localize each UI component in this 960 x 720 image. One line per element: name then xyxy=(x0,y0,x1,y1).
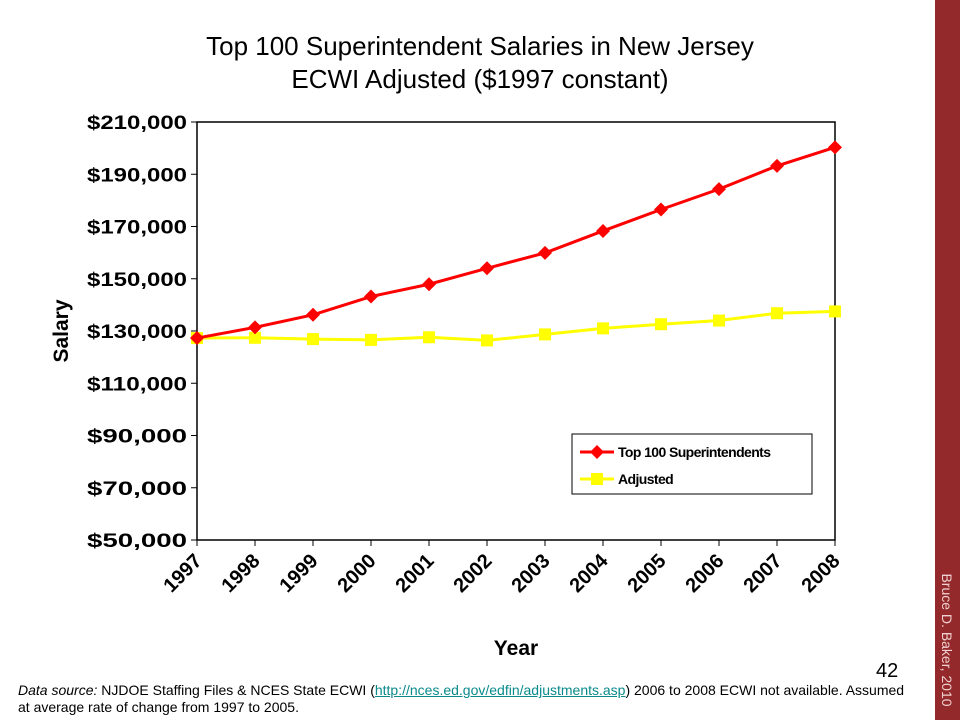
y-tick-label: $130,000 xyxy=(87,322,187,343)
data-point-top100 xyxy=(828,140,842,155)
y-tick-label: $110,000 xyxy=(87,374,187,395)
legend-label: Top 100 Superintendents xyxy=(618,444,771,460)
data-point-adjusted xyxy=(365,333,377,346)
data-point-top100 xyxy=(712,182,726,197)
data-point-top100 xyxy=(248,320,262,335)
x-tick-label: 2005 xyxy=(624,550,671,597)
x-tick-label: 2006 xyxy=(682,550,729,597)
title-line-1: Top 100 Superintendent Salaries in New J… xyxy=(206,31,754,61)
data-point-top100 xyxy=(596,223,610,238)
x-tick-label: 2007 xyxy=(740,550,787,597)
x-tick-label: 1998 xyxy=(218,550,265,597)
footer-text-2: ) 2006 to 2008 ECWI not available. Assum… xyxy=(18,682,905,715)
legend-label: Adjusted xyxy=(618,471,673,487)
line-chart: $50,000 $70,000 $90,000 $110,000 $130,000 $15… xyxy=(50,113,845,660)
x-tick-label: 2003 xyxy=(508,550,555,597)
data-point-top100 xyxy=(538,245,552,260)
data-point-top100 xyxy=(654,202,668,217)
legend-marker xyxy=(590,445,604,459)
y-tick-label: $70,000 xyxy=(87,479,187,500)
x-tick-label: 2008 xyxy=(798,550,845,597)
data-point-adjusted xyxy=(829,305,841,318)
data-point-adjusted xyxy=(655,318,667,331)
data-point-top100 xyxy=(770,158,784,173)
data-point-adjusted xyxy=(423,331,435,344)
y-tick-label: $170,000 xyxy=(87,218,187,239)
footer-source-label: Data source: xyxy=(18,682,98,698)
x-tick-label: 2002 xyxy=(450,550,497,597)
data-point-adjusted xyxy=(771,307,783,320)
series-line-adjusted xyxy=(196,309,836,342)
x-axis-label: Year xyxy=(494,637,538,660)
footer-text-1: NJDOE Staffing Files & NCES State ECWI ( xyxy=(97,682,375,698)
legend-marker xyxy=(591,473,603,485)
title-line-2: ECWI Adjusted ($1997 constant) xyxy=(291,64,669,94)
data-point-top100 xyxy=(364,289,378,304)
x-tick-label: 1997 xyxy=(160,550,207,597)
footer-note: Data source: NJDOE Staffing Files & NCES… xyxy=(18,682,918,716)
data-point-adjusted xyxy=(249,331,261,344)
x-tick-label: 1999 xyxy=(276,550,323,597)
data-point-adjusted xyxy=(597,322,609,335)
data-point-top100 xyxy=(480,261,494,276)
data-point-adjusted xyxy=(713,314,725,327)
data-point-top100 xyxy=(190,331,204,346)
page-number: 42 xyxy=(876,660,899,682)
data-point-adjusted xyxy=(481,334,493,347)
source-link[interactable]: http://nces.ed.gov/edfin/adjustments.asp xyxy=(374,682,626,698)
y-tick-label: $50,000 xyxy=(87,531,187,552)
author-credit: Bruce D. Baker, 2010 xyxy=(939,573,955,707)
y-tick-label: $90,000 xyxy=(87,427,187,448)
data-point-top100 xyxy=(422,277,436,292)
series-line-top100 xyxy=(196,145,836,340)
y-tick-label: $190,000 xyxy=(87,165,187,186)
y-axis-label: Salary xyxy=(50,299,73,362)
y-tick-label: $210,000 xyxy=(87,113,187,134)
data-point-top100 xyxy=(306,307,320,322)
y-tick-label: $150,000 xyxy=(87,270,187,291)
x-tick-label: 2000 xyxy=(334,550,381,597)
data-point-adjusted xyxy=(307,333,319,346)
data-point-adjusted xyxy=(539,328,551,341)
legend-box xyxy=(571,433,813,495)
x-tick-label: 2001 xyxy=(392,550,439,597)
x-tick-label: 2004 xyxy=(566,549,614,597)
chart-title: Top 100 Superintendent Salaries in New J… xyxy=(0,30,960,96)
sidebar-bar xyxy=(935,0,960,720)
